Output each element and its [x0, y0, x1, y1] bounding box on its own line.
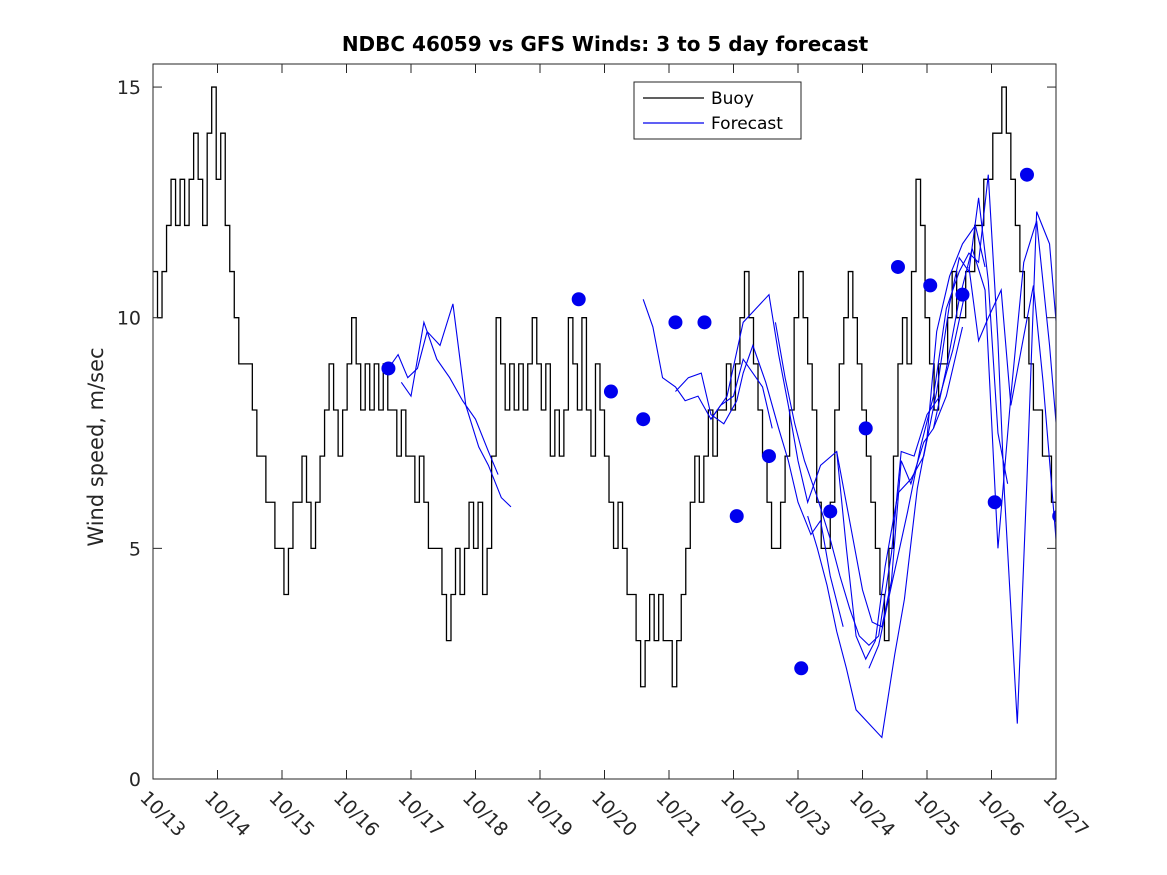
forecast-point: [603, 384, 618, 399]
buoy-series-line: [153, 86, 1056, 688]
chart-title: NDBC 46059 vs GFS Winds: 3 to 5 day fore…: [342, 32, 869, 56]
forecast-point: [823, 504, 838, 519]
forecast-point: [1052, 509, 1056, 523]
forecast-point: [381, 361, 396, 376]
forecast-series-line-1: [387, 303, 512, 508]
forecast-series-line-8: [836, 197, 1009, 661]
legend-label-forecast: Forecast: [711, 114, 783, 134]
forecast-point: [697, 315, 712, 330]
forecast-point: [987, 495, 1002, 510]
legend: Buoy Forecast: [633, 81, 802, 140]
forecast-point: [955, 287, 970, 302]
y-tick-label: 10: [117, 308, 141, 330]
forecast-point: [923, 278, 938, 293]
data-series-group: [153, 86, 1056, 739]
forecast-point: [890, 259, 905, 274]
forecast-series-line-11: [968, 266, 1056, 544]
forecast-point: [571, 292, 586, 307]
forecast-series-line-7: [807, 224, 986, 739]
forecast-point: [729, 509, 744, 524]
forecast-point: [794, 661, 809, 676]
y-tick-label: 0: [129, 769, 141, 791]
y-tick-label: 15: [117, 77, 141, 99]
forecast-series-line-10: [932, 220, 1056, 549]
y-tick-label: 5: [129, 538, 141, 560]
y-axis-label: Wind speed, m/sec: [84, 347, 108, 546]
forecast-point: [1019, 167, 1034, 182]
forecast-point: [858, 421, 873, 436]
forecast-series-line-4: [675, 343, 844, 627]
forecast-point: [668, 315, 683, 330]
forecast-point: [636, 412, 651, 427]
legend-label-buoy: Buoy: [711, 89, 754, 109]
legend-box: [633, 81, 802, 140]
forecast-series-line-9: [868, 174, 1056, 724]
forecast-point: [761, 449, 776, 464]
forecast-series-line-2: [400, 320, 499, 475]
